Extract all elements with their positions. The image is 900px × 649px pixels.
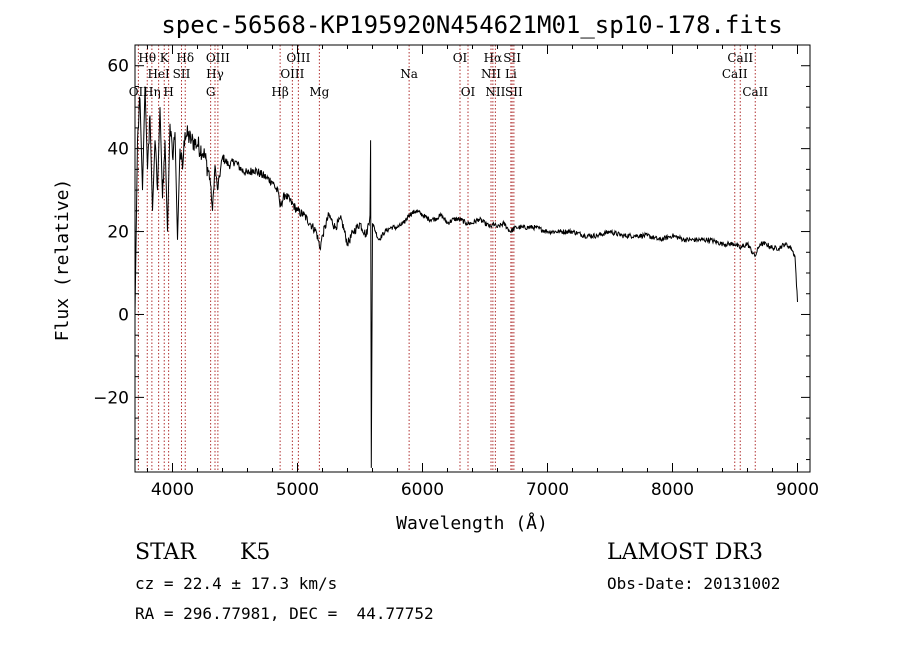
- plot-frame: [134, 44, 811, 473]
- spectral-line-label: HeI: [147, 67, 170, 81]
- y-tick-label: 40: [107, 140, 129, 160]
- spectral-line-label: Na: [400, 67, 418, 81]
- spectral-line-label: SII: [173, 67, 191, 81]
- spectral-line-label: SII: [505, 85, 523, 99]
- chart-title: spec-56568-KP195920N454621M01_sp10-178.f…: [161, 11, 782, 39]
- x-axis-label: Wavelength (Å): [396, 512, 548, 534]
- x-tick-label: 6000: [401, 480, 444, 500]
- spectral-line-label: CaII: [742, 85, 768, 99]
- spectral-line-label: Hα: [484, 51, 503, 65]
- spectral-line-label: OIII: [206, 51, 230, 65]
- flux-series-line: [134, 86, 798, 468]
- spectral-line-label: CaII: [727, 51, 753, 65]
- spectral-line-label: H: [163, 85, 173, 99]
- spectral-line-label: Hβ: [271, 85, 288, 99]
- y-axis-label: Flux (relative): [52, 179, 73, 342]
- spectral-line-label: Hη: [143, 85, 161, 99]
- x-tick-label: 7000: [526, 480, 569, 500]
- x-tick-label: 8000: [651, 480, 694, 500]
- spectral-line-label: Li: [505, 67, 517, 81]
- spectral-line-label: G: [206, 85, 216, 99]
- spectral-line-label: OI: [453, 51, 468, 65]
- spectral-line-label: Mg: [309, 85, 329, 99]
- spectral-line-label: NII: [481, 67, 501, 81]
- spectral-line-label: SII: [503, 51, 521, 65]
- coordinates: RA = 296.77981, DEC = 44.77752: [135, 604, 434, 623]
- object-class: STAR: [135, 540, 196, 565]
- x-tick-label: 4000: [151, 480, 194, 500]
- redshift-cz: cz = 22.4 ± 17.3 km/s: [135, 574, 338, 593]
- object-subclass: K5: [240, 540, 271, 565]
- spectral-line-label: Hδ: [176, 51, 194, 65]
- spectral-line-label: CaII: [722, 67, 748, 81]
- x-tick-label: 9000: [776, 480, 819, 500]
- spectral-line-label: OIII: [280, 67, 304, 81]
- spectral-line-label: OII: [129, 85, 149, 99]
- ticks-layer: 4000 5000 6000 7000 8000 9000 −20 0 20 40 60: [93, 44, 819, 500]
- spectral-line-label: Hγ: [206, 67, 224, 81]
- x-tick-label: 5000: [276, 480, 319, 500]
- y-tick-label: −20: [93, 388, 129, 408]
- spectral-line-label: K: [160, 51, 170, 65]
- spectral-line-label: NII: [485, 85, 505, 99]
- y-tick-label: 20: [107, 223, 129, 243]
- y-tick-label: 60: [107, 57, 129, 77]
- observation-date: Obs-Date: 20131002: [607, 574, 781, 593]
- series-layer: [134, 86, 798, 468]
- spectral-line-label: Hθ: [138, 51, 156, 65]
- survey-name: LAMOST DR3: [607, 540, 763, 565]
- y-tick-label: 0: [118, 305, 129, 325]
- spectral-line-label: OIII: [286, 51, 310, 65]
- spectral-line-label: OI: [461, 85, 476, 99]
